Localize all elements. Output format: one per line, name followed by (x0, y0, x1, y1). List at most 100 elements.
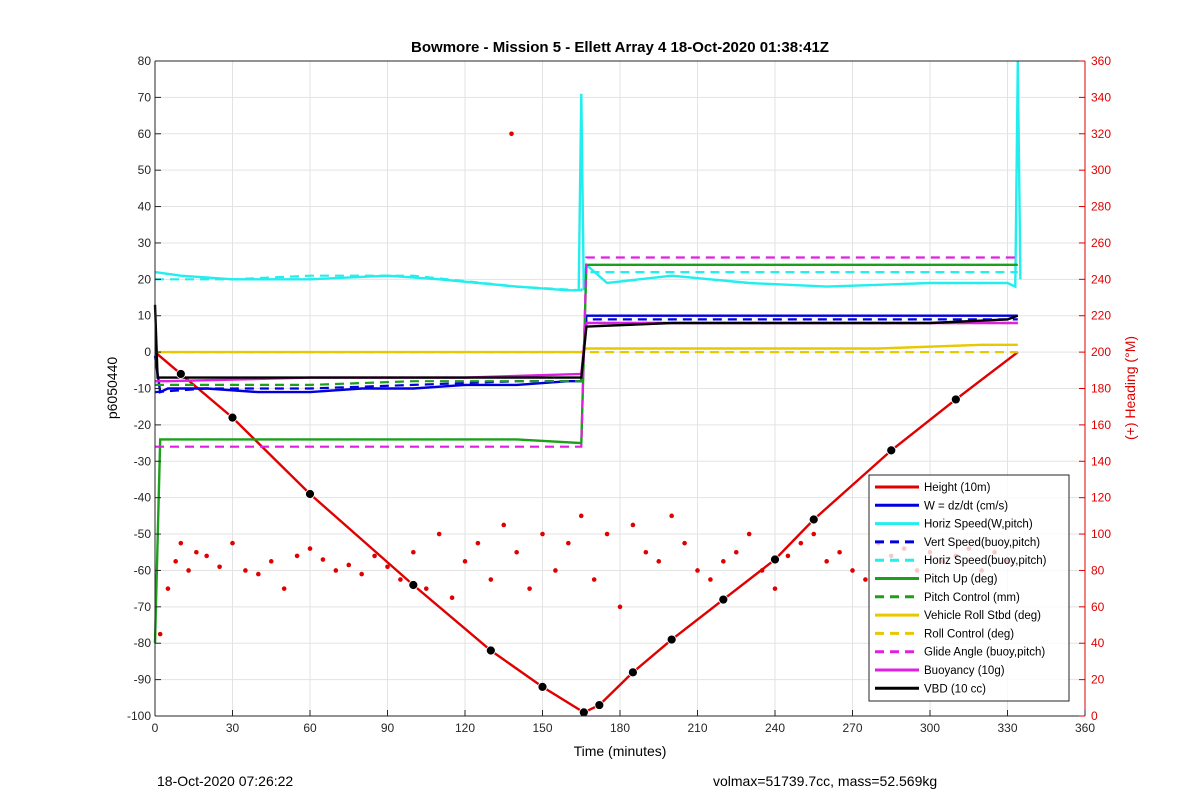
y-tick-label: 60 (138, 127, 152, 141)
heading-point (566, 540, 571, 546)
heading-point (346, 562, 352, 568)
height-marker (594, 700, 605, 710)
y-tick-label: -100 (127, 709, 151, 723)
right-tick-label: 320 (1091, 127, 1111, 141)
footer-volmax-mass: volmax=51739.7cc, mass=52.569kg (713, 773, 938, 789)
y-tick-label: -40 (134, 491, 152, 505)
right-tick-label: 20 (1091, 673, 1105, 687)
heading-point (462, 559, 468, 564)
y-tick-label: 20 (138, 272, 152, 286)
y-tick-label: 40 (138, 200, 152, 214)
heading-point (398, 577, 403, 582)
heading-point (811, 531, 817, 537)
x-tick-label: 150 (532, 721, 552, 735)
heading-point (527, 586, 532, 591)
x-tick-label: 330 (997, 721, 1017, 735)
x-tick-label: 120 (455, 721, 475, 735)
heading-point (746, 531, 752, 537)
right-tick-label: 120 (1091, 491, 1111, 505)
series-line (154, 60, 1022, 292)
legend-label: Glide Angle (buoy,pitch) (924, 647, 1045, 659)
right-axis-label: (+) Heading (°M) (1122, 336, 1138, 440)
y-tick-label: 80 (138, 54, 152, 68)
x-tick-label: 270 (842, 721, 862, 735)
legend-box (868, 474, 1070, 702)
heading-point (423, 586, 429, 591)
right-tick-label: 140 (1091, 454, 1111, 468)
heading-point (320, 557, 326, 562)
heading-point (824, 559, 829, 564)
legend-label: W = dz/dt (cm/s) (924, 500, 1008, 512)
heading-point (372, 553, 377, 559)
heading-point (721, 559, 726, 564)
heading-point (436, 531, 442, 537)
right-tick-label: 200 (1091, 345, 1111, 359)
legend-label: Horiz Speed(W,pitch) (924, 519, 1033, 531)
heading-point (243, 568, 248, 573)
heading-point (509, 131, 514, 137)
right-tick-label: 0 (1091, 709, 1098, 723)
heading-point (708, 577, 713, 582)
axes: 0 30 60 90 120 150 180 210 240 270 300 330 360807060… (127, 54, 1111, 735)
right-tick-label: 100 (1091, 527, 1111, 541)
heading-point (501, 522, 507, 528)
legend-label: Vert Speed(buoy,pitch) (924, 537, 1040, 549)
heading-point (359, 571, 364, 577)
x-tick-label: 90 (381, 721, 395, 735)
heading-point (553, 568, 558, 573)
heading-point (643, 549, 649, 555)
heading-point (669, 513, 674, 519)
x-tick-label: 0 (152, 721, 159, 735)
right-tick-label: 360 (1091, 54, 1111, 68)
heading-point (617, 604, 623, 610)
right-tick-label: 220 (1091, 309, 1111, 323)
heading-point (173, 559, 178, 564)
heading-point (759, 568, 765, 573)
heading-point (411, 549, 416, 555)
footer-timestamp: 18-Oct-2020 07:26:22 (157, 773, 294, 789)
heading-point (165, 586, 171, 591)
heading-point (837, 549, 842, 555)
height-marker (408, 580, 419, 590)
legend-label: Roll Control (deg) (924, 628, 1014, 640)
height-marker (175, 369, 186, 379)
heading-point (256, 571, 261, 577)
heading-point (307, 546, 313, 551)
heading-point (604, 531, 610, 537)
heading-point (591, 577, 597, 582)
x-tick-label: 60 (303, 721, 317, 735)
x-tick-label: 210 (687, 721, 707, 735)
legend-label: Horiz Speed(buoy,pitch) (924, 555, 1047, 567)
heading-point (333, 568, 339, 573)
legend-label: VBD (10 cc) (924, 683, 986, 695)
height-marker (950, 394, 961, 405)
y-tick-label: -60 (134, 563, 152, 577)
legend-label: Pitch Control (mm) (924, 592, 1020, 604)
heading-point (230, 540, 235, 546)
heading-point (695, 568, 700, 573)
heading-point (385, 564, 390, 570)
right-tick-label: 180 (1091, 382, 1111, 396)
legend-label: Pitch Up (deg) (924, 574, 998, 586)
heading-point (656, 559, 662, 564)
height-marker (770, 554, 780, 565)
plot-area (153, 60, 1022, 718)
right-tick-label: 80 (1091, 563, 1105, 577)
heading-point (475, 540, 481, 546)
heading-point (281, 586, 287, 591)
x-tick-label: 180 (610, 721, 630, 735)
height-marker (578, 707, 589, 718)
height-marker (305, 489, 315, 499)
x-tick-label: 30 (226, 721, 240, 735)
heading-point (194, 549, 199, 555)
x-tick-label: 300 (920, 721, 940, 735)
legend-label: Height (10m) (924, 482, 991, 494)
y-tick-label: 50 (138, 163, 152, 177)
right-tick-label: 60 (1091, 600, 1105, 614)
y-axis-label: p6050440 (104, 357, 120, 420)
series-line (153, 304, 1019, 379)
legend: Height (10m) W = dz/dt (cm/s) Horiz Speed(… (868, 474, 1070, 702)
height-marker (628, 667, 638, 678)
heading-point (268, 559, 274, 564)
